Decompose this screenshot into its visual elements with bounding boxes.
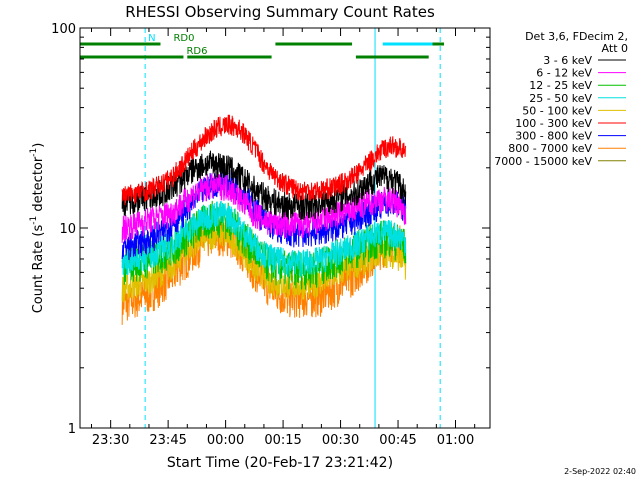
x-tick-label-3: 00:15	[264, 433, 301, 448]
series-line-7	[121, 219, 407, 325]
x-tick-label-6: 01:00	[437, 433, 474, 448]
x-axis-label: Start Time (20-Feb-17 23:21:42)	[167, 455, 393, 471]
series-line-5	[121, 114, 407, 206]
y-axis-label-part1: Count Rate (s	[31, 225, 46, 314]
legend-label-6: 300 - 800 keV	[515, 130, 592, 143]
series-line-4	[121, 221, 407, 303]
x-axis: 23:30 23:45 00:00 00:15 00:30 00:45 01:00	[90, 28, 476, 448]
legend-label-8: 7000 - 15000 keV	[494, 155, 592, 168]
y-tick-label-2: 100	[51, 22, 76, 37]
y-axis: 1 10 100	[51, 22, 490, 437]
series-group	[121, 114, 407, 325]
series-line-3	[121, 201, 407, 277]
legend-label-7: 800 - 7000 keV	[508, 142, 592, 155]
footer-date: 2-Sep-2022 02:40	[564, 467, 636, 476]
legend-title-line1: Det 3,6, FDecim 2,	[525, 30, 628, 43]
y-axis-label-part2: detector	[31, 156, 46, 216]
y-tick-label-1: 10	[59, 222, 76, 237]
legend-title-line2: Att 0	[602, 42, 628, 55]
chart-title: RHESSI Observing Summary Count Rates	[125, 3, 435, 21]
series-line-0	[121, 150, 407, 220]
x-tick-label-5: 00:45	[379, 433, 416, 448]
annotation-bars: N RD0 RD6	[80, 33, 445, 59]
x-tick-label-0: 23:30	[92, 433, 129, 448]
legend-label-3: 25 - 50 keV	[529, 92, 592, 105]
x-tick-label-1: 23:45	[149, 433, 186, 448]
y-tick-label-0: 1	[68, 422, 76, 437]
legend-label-4: 50 - 100 keV	[522, 104, 592, 117]
annotation-label-rd0: RD0	[173, 33, 194, 44]
annotation-label-n: N	[148, 33, 155, 44]
y-axis-label-part3: )	[31, 143, 46, 148]
legend-label-1: 6 - 12 keV	[536, 67, 592, 80]
x-tick-label-4: 00:30	[322, 433, 359, 448]
y-axis-label-sup1: -1	[29, 216, 39, 225]
y-axis-label: Count Rate (s-1 detector-1)	[29, 143, 46, 314]
legend-label-2: 12 - 25 keV	[529, 79, 592, 92]
series-line-1	[121, 172, 407, 243]
x-tick-label-2: 00:00	[207, 433, 244, 448]
legend-label-0: 3 - 6 keV	[543, 54, 592, 67]
legend-label-5: 100 - 300 keV	[515, 117, 592, 130]
annotation-label-rd6: RD6	[186, 46, 207, 57]
y-axis-label-sup2: -1	[29, 148, 39, 157]
